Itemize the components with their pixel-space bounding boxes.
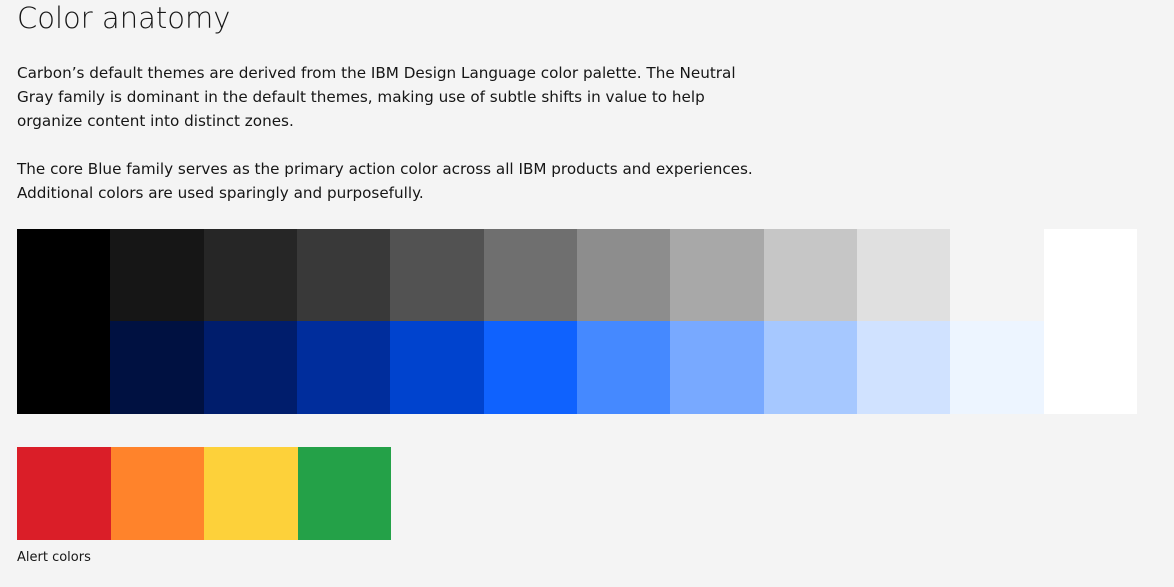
blue-swatch-1 — [17, 321, 111, 414]
blue-swatch-6 — [483, 321, 577, 414]
gray-swatch-11 — [950, 229, 1044, 321]
gray-swatch-2 — [110, 229, 204, 321]
blue-swatch-2 — [110, 321, 204, 414]
alert-swatch-row — [17, 447, 391, 540]
alert-colors-caption: Alert colors — [17, 550, 91, 565]
alert-swatch-3 — [204, 447, 298, 540]
gray-swatch-5 — [390, 229, 484, 321]
blue-swatch-4 — [297, 321, 391, 414]
gray-swatch-10 — [857, 229, 951, 321]
intro-paragraph-gray: Carbon’s default themes are derived from… — [17, 64, 736, 130]
blue-swatch-3 — [203, 321, 297, 414]
alert-swatch-4 — [297, 447, 391, 540]
gray-swatch-3 — [203, 229, 297, 321]
alert-swatch-1 — [17, 447, 111, 540]
blue-swatch-11 — [950, 321, 1044, 414]
page-title: Color anatomy — [17, 1, 231, 35]
gray-swatch-9 — [763, 229, 857, 321]
gray-swatch-4 — [297, 229, 391, 321]
palette-swatch-grid — [17, 229, 1137, 414]
blue-swatch-8 — [670, 321, 764, 414]
alert-swatch-2 — [110, 447, 204, 540]
intro-paragraph-blue: The core Blue family serves as the prima… — [17, 160, 753, 202]
gray-swatch-6 — [483, 229, 577, 321]
gray-swatch-8 — [670, 229, 764, 321]
blue-swatch-10 — [857, 321, 951, 414]
blue-swatch-7 — [577, 321, 671, 414]
blue-swatch-9 — [763, 321, 857, 414]
blue-swatch-12 — [1043, 321, 1137, 414]
blue-swatch-5 — [390, 321, 484, 414]
gray-swatch-7 — [577, 229, 671, 321]
gray-swatch-1 — [17, 229, 111, 321]
gray-swatch-12 — [1043, 229, 1137, 321]
